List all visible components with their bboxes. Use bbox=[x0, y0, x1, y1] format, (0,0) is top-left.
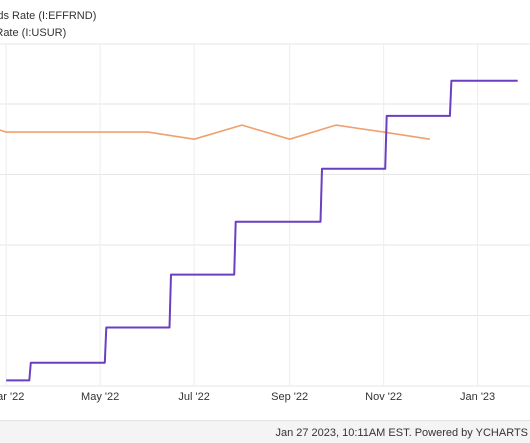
x-tick-label: May '22 bbox=[81, 391, 119, 403]
footer-text: Jan 27 2023, 10:11AM EST. Powered by YCH… bbox=[275, 427, 528, 439]
x-tick-label: Nov '22 bbox=[365, 391, 402, 403]
x-tick-labels: Mar '22 May '22 Jul '22 Sep '22 Nov '22 Jan '… bbox=[0, 391, 495, 403]
footer-bar: Jan 27 2023, 10:11AM EST. Powered by YCH… bbox=[0, 420, 530, 443]
x-tick-label: Jan '23 bbox=[460, 391, 495, 403]
series-line-unemployment-rate bbox=[0, 124, 431, 140]
x-tick-label: Mar '22 bbox=[0, 391, 24, 403]
x-tick-label: Jul '22 bbox=[178, 391, 209, 403]
legend-entry[interactable]: US Unemployment Rate (I:USUR) bbox=[0, 25, 203, 42]
legend-label: Effective Federal Funds Rate (I:EFFRND) bbox=[0, 10, 97, 22]
chart-canvas: Mar '22 May '22 Jul '22 Sep '22 Nov '22 Jan '… bbox=[0, 43, 530, 403]
x-tick-label: Sep '22 bbox=[271, 391, 308, 403]
legend-label: US Unemployment Rate (I:USUR) bbox=[0, 27, 67, 39]
legend-entry[interactable]: Effective Federal Funds Rate (I:EFFRND) bbox=[0, 8, 203, 25]
series-line-fed-funds-rate bbox=[6, 79, 518, 382]
legend: Effective Federal Funds Rate (I:EFFRND) U… bbox=[0, 8, 203, 42]
grid-layer bbox=[0, 43, 530, 387]
series-layer bbox=[0, 79, 518, 382]
